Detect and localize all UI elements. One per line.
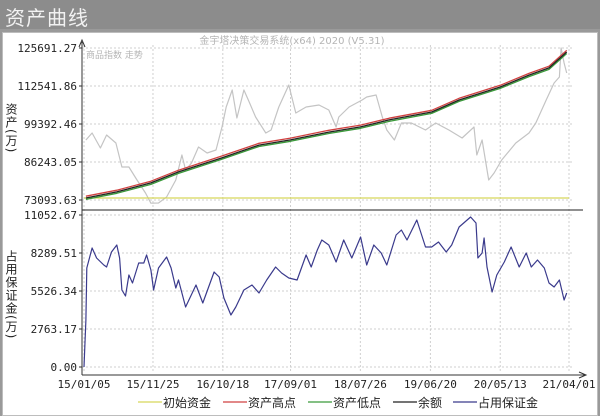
y-tick-label: 11052.67 xyxy=(24,209,77,222)
legend-label: 初始资金 xyxy=(163,395,211,410)
window-title: 资产曲线 xyxy=(5,6,89,30)
series-line-商品指数 走势 xyxy=(85,47,568,204)
y-axis-arrow-icon xyxy=(78,38,86,48)
legend-label: 占用保证金 xyxy=(478,395,538,410)
series-line-资产低点 xyxy=(85,53,568,201)
x-tick-label: 16/10/18 xyxy=(196,378,249,391)
x-axis-arrow-icon xyxy=(578,371,588,379)
series-line-占用保证金 xyxy=(83,216,568,368)
chart-title: 金宇塔决策交易系统(x64) 2020 (V5.31) xyxy=(199,34,384,47)
x-tick-label: 18/07/26 xyxy=(334,378,387,391)
y-tick-label: 73093.63 xyxy=(24,194,77,207)
x-tick-label: 21/04/01 xyxy=(543,378,596,391)
y-tick-label: 125691.27 xyxy=(17,42,77,55)
legend-label: 资产高点 xyxy=(248,395,296,410)
series-line-余额 xyxy=(85,51,568,199)
y-tick-label: 8289.51 xyxy=(31,247,77,260)
y-tick-label: 5526.34 xyxy=(31,285,78,298)
series-line-资产高点 xyxy=(85,49,568,197)
x-tick-label: 19/06/20 xyxy=(404,378,457,391)
legend-label: 资产低点 xyxy=(333,396,381,410)
x-tick-label: 15/11/25 xyxy=(126,378,179,391)
y-tick-label: 112541.86 xyxy=(17,80,77,93)
y-tick-label: 99392.46 xyxy=(24,118,77,131)
legend-label: 余额 xyxy=(418,395,442,410)
chart-panel xyxy=(2,32,598,416)
x-tick-label: 17/09/01 xyxy=(264,378,317,391)
x-tick-label: 15/01/05 xyxy=(58,378,111,391)
y-tick-label: 0.00 xyxy=(51,361,78,374)
overlay-label: 商品指数 走势 xyxy=(86,49,143,61)
x-tick-label: 20/05/13 xyxy=(474,378,527,391)
equity-axis-title: 资产(万) xyxy=(4,103,18,154)
y-tick-label: 86243.05 xyxy=(24,156,77,169)
margin-axis-title: 占用保证金(万) xyxy=(4,250,18,340)
window-titlebar: 资产曲线 xyxy=(0,0,600,30)
y-tick-label: 2763.17 xyxy=(31,323,77,336)
